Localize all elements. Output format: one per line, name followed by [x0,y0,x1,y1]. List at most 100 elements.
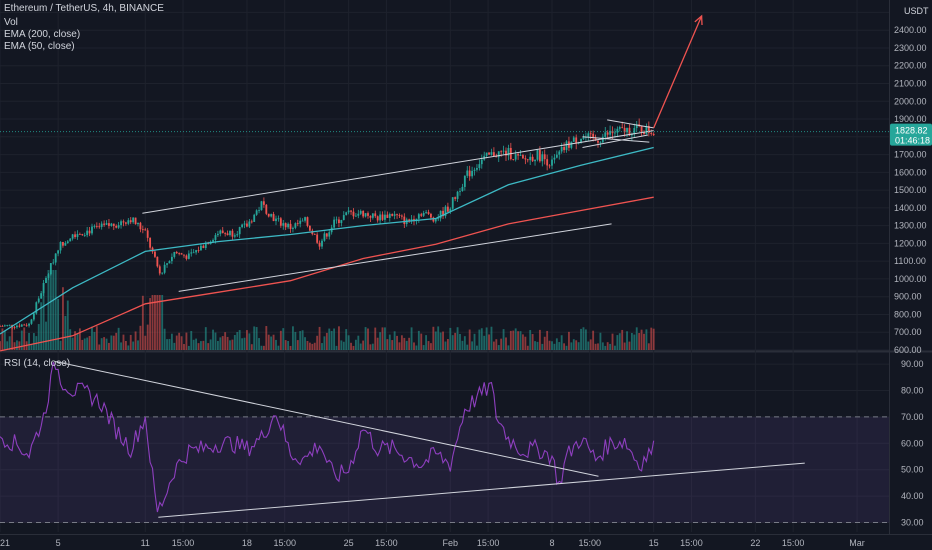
candle-body[interactable] [514,154,517,160]
candle-body[interactable] [476,168,478,170]
candle-body[interactable] [386,214,389,218]
candle-body[interactable] [170,256,173,262]
candle-body[interactable] [277,218,280,220]
candle-body[interactable] [32,313,35,320]
candle-body[interactable] [98,226,101,228]
candle-body[interactable] [492,152,495,157]
candle-body[interactable] [485,152,488,156]
candle-body[interactable] [633,128,636,135]
candle-body[interactable] [338,219,340,224]
candle-body[interactable] [275,218,277,222]
candle-body[interactable] [187,253,190,259]
candle-body[interactable] [522,155,524,159]
candle-body[interactable] [149,237,152,248]
candle-body[interactable] [258,210,260,211]
candle-body[interactable] [538,149,541,162]
candle-body[interactable] [364,213,367,217]
candle-body[interactable] [30,319,33,324]
candle-body[interactable] [553,157,556,160]
candle-body[interactable] [221,230,224,234]
candle-body[interactable] [500,151,503,153]
candle-body[interactable] [572,137,575,142]
candle-body[interactable] [42,283,45,294]
candle-body[interactable] [640,126,643,133]
candle-body[interactable] [54,253,57,263]
candle-body[interactable] [219,230,222,234]
indicator-ema50[interactable]: EMA (50, close) [4,41,75,52]
candle-body[interactable] [490,152,493,155]
candle-body[interactable] [226,233,229,236]
candle-body[interactable] [190,252,193,254]
candle-body[interactable] [132,217,135,223]
candle-body[interactable] [108,223,110,226]
candle-body[interactable] [534,159,536,162]
candle-body[interactable] [459,191,461,192]
candle-body[interactable] [645,125,648,135]
candle-body[interactable] [604,132,607,137]
candle-body[interactable] [367,213,369,216]
candle-body[interactable] [570,141,573,148]
candle-body[interactable] [112,223,115,226]
candle-body[interactable] [137,222,139,225]
candle-body[interactable] [410,219,413,221]
candle-body[interactable] [37,298,40,303]
candle-body[interactable] [473,169,476,171]
candle-body[interactable] [536,149,539,160]
candle-body[interactable] [408,219,411,221]
candle-body[interactable] [507,147,510,156]
candle-body[interactable] [478,164,481,169]
candle-body[interactable] [262,201,265,205]
candle-body[interactable] [333,219,336,228]
candle-body[interactable] [529,156,532,161]
candle-body[interactable] [594,137,597,141]
candle-body[interactable] [548,165,551,167]
candle-body[interactable] [86,230,89,236]
candle-body[interactable] [449,208,452,212]
candle-body[interactable] [432,217,435,222]
candle-body[interactable] [335,219,338,221]
candle-body[interactable] [306,217,309,226]
candle-body[interactable] [88,230,91,234]
candle-body[interactable] [546,159,549,166]
candle-body[interactable] [8,324,11,326]
candle-body[interactable] [284,223,287,228]
candle-body[interactable] [146,230,149,238]
candle-body[interactable] [282,223,285,226]
candle-body[interactable] [28,323,30,326]
candle-body[interactable] [35,302,38,314]
candle-body[interactable] [323,233,326,241]
candle-body[interactable] [71,234,74,239]
candle-body[interactable] [599,142,602,144]
candle-body[interactable] [25,325,28,327]
candle-body[interactable] [505,150,507,156]
candle-body[interactable] [652,133,655,136]
candle-body[interactable] [362,210,365,217]
candle-body[interactable] [502,150,505,152]
candle-body[interactable] [381,214,384,220]
candle-body[interactable] [526,159,529,161]
candle-body[interactable] [154,251,156,257]
candle-body[interactable] [122,221,125,223]
candle-body[interactable] [168,261,171,264]
price-trendline-4[interactable] [607,119,654,129]
candle-body[interactable] [304,217,306,221]
candle-body[interactable] [580,138,582,143]
candle-body[interactable] [78,234,81,235]
candle-body[interactable] [560,146,563,152]
time-axis[interactable]: 2021 5 11 15:00 18 15:00 25 15:00 Feb 15:00 8 15:00… [0,538,865,548]
candle-body[interactable] [23,324,26,326]
candle-body[interactable] [195,250,198,253]
candle-body[interactable] [451,197,454,209]
candle-body[interactable] [398,215,401,216]
candle-body[interactable] [587,133,590,137]
candle-body[interactable] [417,214,420,219]
candle-body[interactable] [238,227,241,235]
candle-body[interactable] [446,206,449,212]
candle-body[interactable] [156,256,159,267]
candle-body[interactable] [180,253,183,255]
candle-body[interactable] [173,251,176,257]
candle-body[interactable] [403,216,406,225]
candle-body[interactable] [18,325,21,327]
candle-body[interactable] [531,156,534,162]
candle-body[interactable] [279,218,282,226]
